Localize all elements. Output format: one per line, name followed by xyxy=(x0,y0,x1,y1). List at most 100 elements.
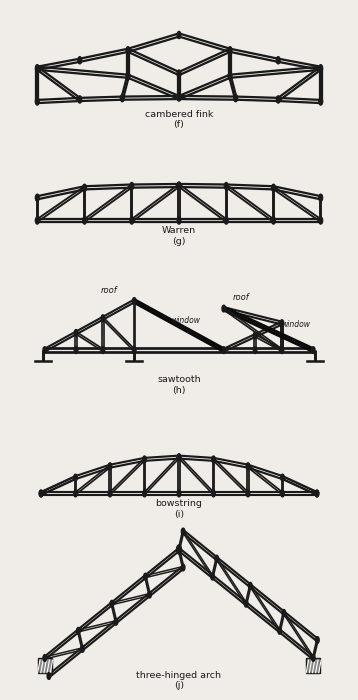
Text: cambered fink: cambered fink xyxy=(145,110,213,119)
Circle shape xyxy=(143,456,146,463)
Circle shape xyxy=(253,332,257,339)
Text: roof: roof xyxy=(101,286,117,295)
Text: three-hinged arch: three-hinged arch xyxy=(136,671,222,680)
Text: (h): (h) xyxy=(172,386,186,395)
Circle shape xyxy=(316,636,319,643)
Circle shape xyxy=(177,546,181,553)
Circle shape xyxy=(182,564,185,571)
Text: Warren: Warren xyxy=(162,226,196,235)
Circle shape xyxy=(177,217,181,224)
Circle shape xyxy=(74,330,78,336)
Circle shape xyxy=(143,490,146,497)
Circle shape xyxy=(281,474,284,481)
Text: (f): (f) xyxy=(174,120,184,130)
Circle shape xyxy=(35,217,39,224)
Circle shape xyxy=(222,346,226,354)
Circle shape xyxy=(177,490,181,497)
Circle shape xyxy=(246,490,250,497)
Circle shape xyxy=(130,183,134,190)
Circle shape xyxy=(281,490,284,497)
Circle shape xyxy=(177,70,181,77)
Circle shape xyxy=(114,618,118,625)
Circle shape xyxy=(35,98,39,105)
Circle shape xyxy=(47,673,51,680)
Text: window: window xyxy=(171,316,200,325)
Circle shape xyxy=(244,601,248,607)
Circle shape xyxy=(39,490,43,497)
Circle shape xyxy=(132,346,136,354)
Circle shape xyxy=(81,645,84,652)
Text: (j): (j) xyxy=(174,681,184,690)
Circle shape xyxy=(177,182,181,189)
Circle shape xyxy=(234,94,238,101)
Circle shape xyxy=(224,217,228,224)
Circle shape xyxy=(276,57,280,64)
Circle shape xyxy=(315,490,319,497)
Circle shape xyxy=(246,463,250,470)
Circle shape xyxy=(315,490,319,497)
Circle shape xyxy=(101,315,105,321)
Circle shape xyxy=(311,346,315,354)
Circle shape xyxy=(177,454,181,461)
Circle shape xyxy=(108,490,112,497)
Circle shape xyxy=(248,582,252,589)
Circle shape xyxy=(319,217,323,224)
Circle shape xyxy=(132,298,136,304)
Circle shape xyxy=(276,96,280,103)
Circle shape xyxy=(148,592,151,598)
Circle shape xyxy=(272,217,275,224)
Circle shape xyxy=(177,32,181,38)
Circle shape xyxy=(282,610,286,616)
Circle shape xyxy=(319,64,323,72)
Circle shape xyxy=(228,47,232,54)
Text: roof: roof xyxy=(232,293,249,302)
Circle shape xyxy=(35,64,39,72)
Circle shape xyxy=(83,217,86,224)
Circle shape xyxy=(43,346,47,354)
Text: bowstring: bowstring xyxy=(156,499,202,508)
Circle shape xyxy=(222,305,226,312)
Circle shape xyxy=(212,490,215,497)
Circle shape xyxy=(35,194,39,202)
Circle shape xyxy=(126,73,130,80)
Circle shape xyxy=(311,654,315,661)
Circle shape xyxy=(224,183,228,190)
Circle shape xyxy=(280,346,284,354)
Text: window: window xyxy=(281,321,310,329)
Circle shape xyxy=(280,320,284,326)
Circle shape xyxy=(182,528,185,535)
Circle shape xyxy=(74,474,77,481)
Circle shape xyxy=(108,463,112,470)
Circle shape xyxy=(39,490,43,497)
Circle shape xyxy=(101,346,105,354)
Bar xyxy=(306,658,320,673)
Text: (i): (i) xyxy=(174,510,184,519)
Circle shape xyxy=(253,346,257,354)
Circle shape xyxy=(120,94,124,101)
Text: (g): (g) xyxy=(172,237,186,246)
Text: sawtooth: sawtooth xyxy=(157,375,201,384)
Circle shape xyxy=(272,184,275,191)
Circle shape xyxy=(144,573,147,580)
Circle shape xyxy=(77,627,80,634)
Circle shape xyxy=(130,217,134,224)
Circle shape xyxy=(212,456,215,463)
Circle shape xyxy=(126,47,130,54)
Circle shape xyxy=(110,601,114,607)
Circle shape xyxy=(319,98,323,105)
Circle shape xyxy=(176,545,182,554)
Circle shape xyxy=(211,573,214,580)
Circle shape xyxy=(278,627,281,634)
Circle shape xyxy=(177,546,181,553)
Circle shape xyxy=(78,96,82,103)
Circle shape xyxy=(43,654,47,661)
Circle shape xyxy=(78,57,82,64)
Bar xyxy=(38,658,52,673)
Circle shape xyxy=(319,194,323,202)
Circle shape xyxy=(215,555,218,562)
Circle shape xyxy=(228,73,232,80)
Circle shape xyxy=(74,490,77,497)
Circle shape xyxy=(74,346,78,354)
Circle shape xyxy=(177,94,181,101)
Circle shape xyxy=(83,184,86,191)
